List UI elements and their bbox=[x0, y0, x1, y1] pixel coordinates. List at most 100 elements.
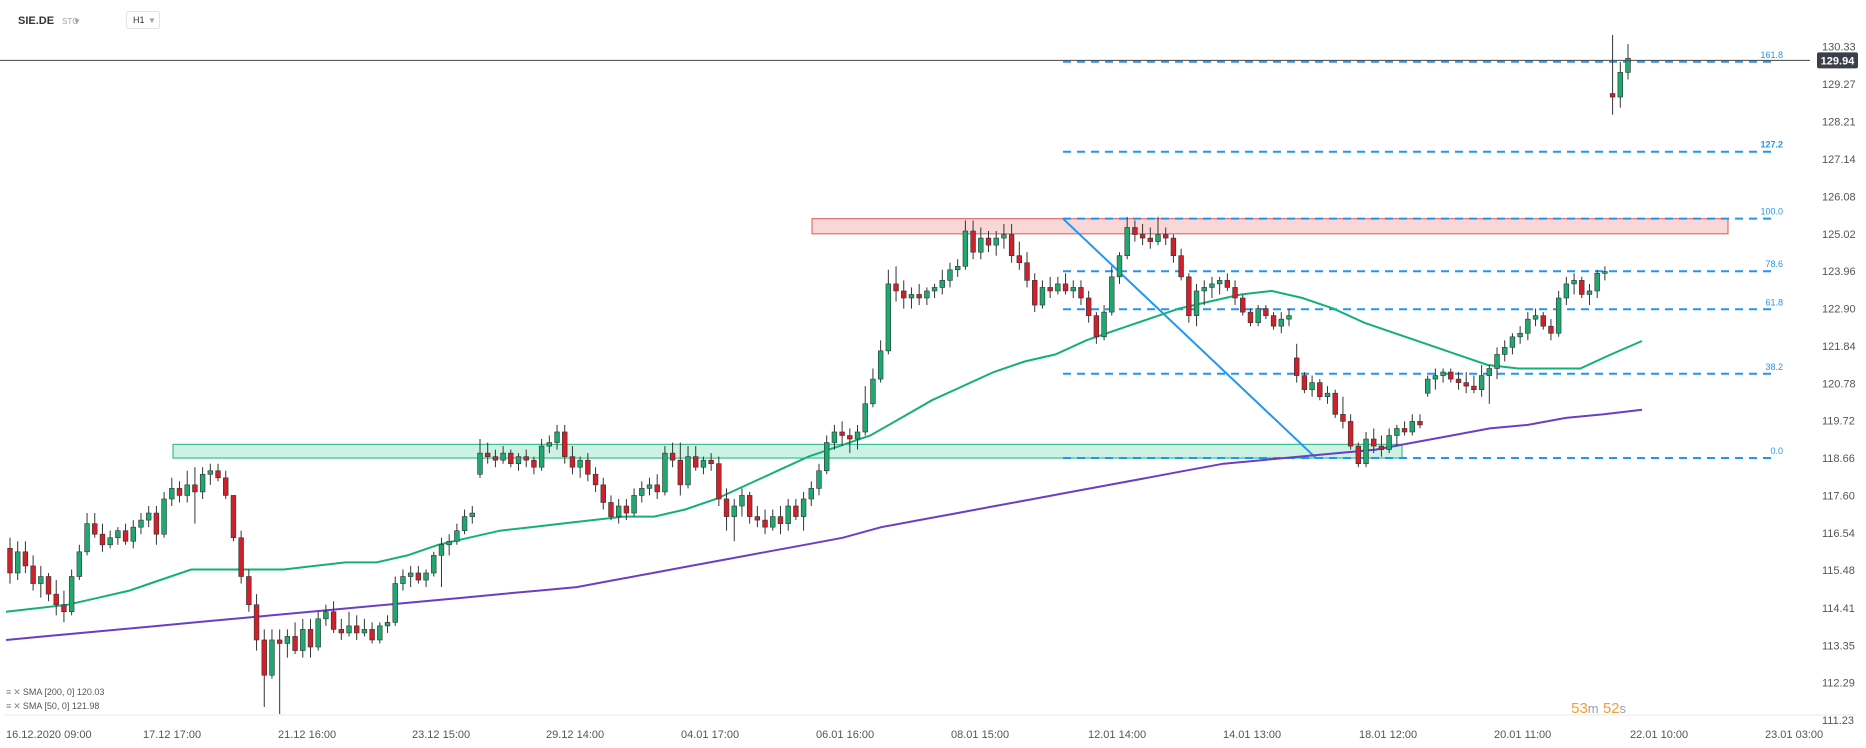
price-tick-label: 111.23 bbox=[1822, 715, 1854, 727]
candle-up bbox=[1571, 280, 1577, 285]
timeframe-label: H1 bbox=[133, 15, 145, 25]
time-tick-label: 23.12 15:00 bbox=[412, 729, 470, 741]
candle-up bbox=[1124, 227, 1130, 256]
time-tick-label: 18.01 12:00 bbox=[1359, 729, 1417, 741]
source-dropdown-icon[interactable]: ▼ bbox=[73, 17, 81, 26]
candle-up bbox=[1478, 375, 1485, 390]
chevron-down-icon: ▼ bbox=[148, 16, 156, 25]
close-icon[interactable]: ✕ bbox=[13, 687, 21, 697]
candle-up bbox=[115, 530, 121, 539]
price-tick-label: 130.33 bbox=[1822, 42, 1856, 54]
candle-down bbox=[246, 576, 252, 606]
candle-up bbox=[1509, 336, 1516, 348]
candle-up bbox=[500, 452, 506, 461]
candle-up bbox=[1278, 318, 1284, 327]
candle-up bbox=[1486, 368, 1493, 376]
candle-down bbox=[754, 516, 761, 521]
candle-up bbox=[446, 540, 452, 546]
fib-label: 127.2 bbox=[1760, 140, 1783, 150]
price-tick-label: 125.02 bbox=[1822, 229, 1856, 241]
candle-down bbox=[223, 477, 229, 496]
candle-up bbox=[300, 629, 306, 651]
fib-label: 161.8 bbox=[1760, 50, 1783, 60]
price-tick-label: 126.08 bbox=[1822, 191, 1856, 203]
candle-down bbox=[592, 473, 599, 486]
source-label[interactable]: STC bbox=[62, 17, 78, 26]
candle-up bbox=[1594, 273, 1600, 292]
legend-sma50[interactable]: ≡ ✕ SMA [50, 0] 121.98 bbox=[6, 701, 99, 712]
candle-up bbox=[515, 456, 522, 464]
candle-up bbox=[469, 512, 475, 517]
candle-up bbox=[862, 403, 868, 433]
settings-icon[interactable]: ≡ bbox=[6, 701, 12, 711]
price-tick-label: 115.48 bbox=[1822, 565, 1855, 577]
candle-up bbox=[1517, 332, 1523, 338]
candle-down bbox=[916, 294, 922, 299]
fib-label: 61.8 bbox=[1765, 297, 1783, 307]
candle-down bbox=[1609, 93, 1616, 98]
candle-up bbox=[1440, 371, 1446, 376]
candle-down bbox=[1455, 378, 1462, 383]
candle-up bbox=[538, 445, 545, 468]
candle-down bbox=[22, 551, 29, 567]
candle-down bbox=[261, 639, 267, 676]
symbol-label[interactable]: SIE.DE bbox=[18, 15, 55, 27]
candle-down bbox=[1471, 385, 1477, 390]
candle-up bbox=[1155, 234, 1161, 242]
price-tick-label: 121.84 bbox=[1822, 341, 1856, 353]
candle-down bbox=[723, 498, 730, 517]
fib-label: 78.6 bbox=[1765, 259, 1783, 269]
candle-up bbox=[477, 452, 483, 475]
candle-up bbox=[939, 280, 945, 288]
candle-down bbox=[45, 576, 52, 595]
candle-down bbox=[1016, 255, 1023, 264]
candle-up bbox=[384, 622, 391, 627]
candle-down bbox=[716, 463, 722, 500]
candle-up bbox=[962, 230, 969, 267]
candle-up bbox=[646, 484, 653, 489]
candle-down bbox=[230, 495, 237, 539]
time-tick-label: 23.01 03:00 bbox=[1765, 729, 1823, 741]
candle-up bbox=[38, 576, 44, 584]
candle-up bbox=[269, 639, 275, 676]
price-tick-label: 119.72 bbox=[1822, 416, 1855, 428]
price-tick-label: 127.14 bbox=[1822, 154, 1856, 166]
price-tick-label: 129.27 bbox=[1822, 79, 1856, 91]
candle-up bbox=[184, 484, 190, 496]
legend-sma200[interactable]: ≡ ✕ SMA [200, 0] 120.03 bbox=[6, 687, 104, 698]
candle-up bbox=[924, 290, 930, 299]
candle-up bbox=[1409, 421, 1415, 433]
candle-down bbox=[122, 530, 129, 542]
candle-down bbox=[253, 604, 260, 641]
candle-down bbox=[1147, 237, 1153, 242]
candle-up bbox=[1001, 234, 1007, 239]
candle-down bbox=[1301, 375, 1308, 390]
candle-down bbox=[1355, 445, 1362, 464]
time-tick-label: 17.12 17:00 bbox=[143, 729, 201, 741]
candle-down bbox=[1139, 234, 1146, 239]
candle-up bbox=[361, 629, 368, 634]
candle-up bbox=[1201, 287, 1207, 292]
close-icon[interactable]: ✕ bbox=[13, 701, 21, 711]
candle-up bbox=[454, 530, 460, 542]
candle-up bbox=[808, 488, 814, 500]
candle-up bbox=[1116, 255, 1123, 278]
time-tick-label: 14.01 13:00 bbox=[1223, 729, 1281, 741]
time-tick-label: 12.01 14:00 bbox=[1088, 729, 1146, 741]
candle-down bbox=[330, 611, 337, 630]
settings-icon[interactable]: ≡ bbox=[6, 687, 12, 697]
candle-up bbox=[284, 636, 291, 644]
timeframe-dropdown[interactable]: H1 ▼ bbox=[126, 11, 160, 29]
candle-up bbox=[662, 452, 668, 493]
candle-down bbox=[1378, 445, 1385, 450]
candle-down bbox=[53, 593, 59, 606]
fib-label: 38.2 bbox=[1765, 362, 1783, 372]
candle-up bbox=[315, 618, 321, 648]
candle-up bbox=[161, 498, 167, 535]
candle-down bbox=[847, 435, 853, 440]
candle-up bbox=[1617, 72, 1623, 98]
candle-up bbox=[107, 537, 113, 546]
candle-up bbox=[145, 512, 152, 521]
candle-down bbox=[1371, 438, 1377, 447]
